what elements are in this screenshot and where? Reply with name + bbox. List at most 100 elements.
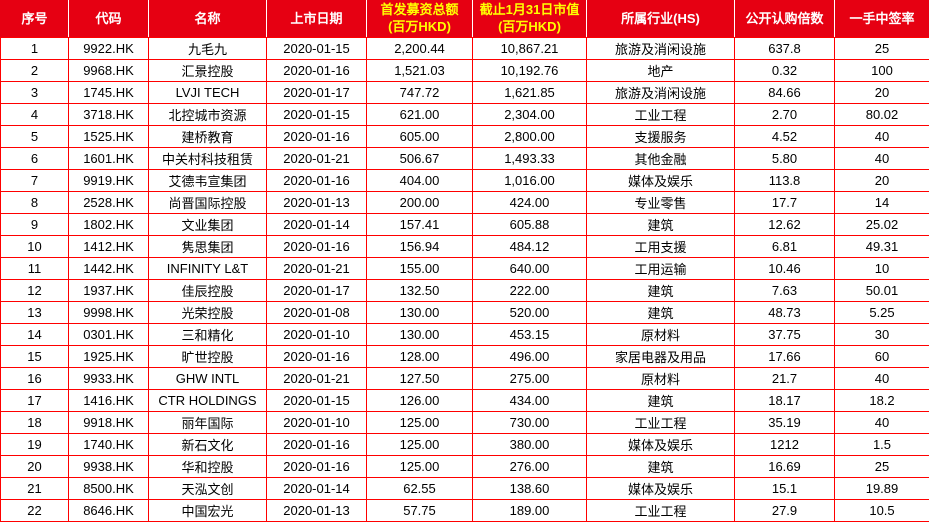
cell-ipo-raise: 156.94 xyxy=(366,235,473,258)
cell-ipo-raise: 125.00 xyxy=(366,455,473,478)
cell-name: LVJI TECH xyxy=(148,81,267,104)
cell-code: 1442.HK xyxy=(68,257,149,280)
cell-industry: 建筑 xyxy=(586,279,735,302)
cell-ipo-raise: 155.00 xyxy=(366,257,473,280)
cell-seq: 7 xyxy=(0,169,69,192)
cell-industry: 家居电器及用品 xyxy=(586,345,735,368)
cell-list-date: 2020-01-16 xyxy=(266,455,367,478)
cell-industry: 工业工程 xyxy=(586,499,735,522)
cell-subscription-multiple: 21.7 xyxy=(734,367,835,390)
cell-name: 尚晋国际控股 xyxy=(148,191,267,214)
cell-list-date: 2020-01-15 xyxy=(266,389,367,412)
cell-lot-win-rate: 40 xyxy=(834,147,929,170)
cell-lot-win-rate: 30 xyxy=(834,323,929,346)
cell-name: 丽年国际 xyxy=(148,411,267,434)
cell-code: 3718.HK xyxy=(68,103,149,126)
header-label: 公开认购倍数 xyxy=(745,10,824,26)
cell-subscription-multiple: 12.62 xyxy=(734,213,835,236)
table-row: 18 9918.HK 丽年国际 2020-01-10 125.00 730.00 工业工程 3… xyxy=(0,411,929,434)
cell-code: 9938.HK xyxy=(68,455,149,478)
cell-lot-win-rate: 10.5 xyxy=(834,499,929,522)
cell-name: INFINITY L&T xyxy=(148,257,267,280)
cell-subscription-multiple: 113.8 xyxy=(734,169,835,192)
cell-subscription-multiple: 1212 xyxy=(734,433,835,456)
cell-code: 8646.HK xyxy=(68,499,149,522)
cell-code: 1937.HK xyxy=(68,279,149,302)
cell-market-cap: 10,192.76 xyxy=(472,59,587,82)
cell-code: 1745.HK xyxy=(68,81,149,104)
cell-seq: 22 xyxy=(0,499,69,522)
cell-list-date: 2020-01-14 xyxy=(266,213,367,236)
cell-lot-win-rate: 18.2 xyxy=(834,389,929,412)
cell-subscription-multiple: 7.63 xyxy=(734,279,835,302)
cell-industry: 媒体及娱乐 xyxy=(586,477,735,500)
cell-list-date: 2020-01-10 xyxy=(266,411,367,434)
cell-lot-win-rate: 5.25 xyxy=(834,301,929,324)
cell-subscription-multiple: 37.75 xyxy=(734,323,835,346)
cell-industry: 专业零售 xyxy=(586,191,735,214)
cell-market-cap: 276.00 xyxy=(472,455,587,478)
cell-subscription-multiple: 0.32 xyxy=(734,59,835,82)
cell-market-cap: 496.00 xyxy=(472,345,587,368)
cell-seq: 21 xyxy=(0,477,69,500)
cell-lot-win-rate: 14 xyxy=(834,191,929,214)
cell-code: 8500.HK xyxy=(68,477,149,500)
cell-market-cap: 2,304.00 xyxy=(472,103,587,126)
cell-name: 光荣控股 xyxy=(148,301,267,324)
cell-seq: 5 xyxy=(0,125,69,148)
cell-market-cap: 1,016.00 xyxy=(472,169,587,192)
cell-list-date: 2020-01-17 xyxy=(266,279,367,302)
cell-seq: 14 xyxy=(0,323,69,346)
cell-name: 隽思集团 xyxy=(148,235,267,258)
table-row: 5 1525.HK 建桥教育 2020-01-16 605.00 2,800.00 支援服务… xyxy=(0,125,929,148)
header-cell-seq: 序号 xyxy=(0,0,69,38)
cell-subscription-multiple: 84.66 xyxy=(734,81,835,104)
cell-ipo-raise: 605.00 xyxy=(366,125,473,148)
cell-subscription-multiple: 17.7 xyxy=(734,191,835,214)
cell-code: 1601.HK xyxy=(68,147,149,170)
cell-code: 9968.HK xyxy=(68,59,149,82)
cell-name: CTR HOLDINGS xyxy=(148,389,267,412)
cell-code: 1802.HK xyxy=(68,213,149,236)
cell-market-cap: 189.00 xyxy=(472,499,587,522)
cell-name: GHW INTL xyxy=(148,367,267,390)
cell-ipo-raise: 1,521.03 xyxy=(366,59,473,82)
table-row: 3 1745.HK LVJI TECH 2020-01-17 747.72 1,621.8… xyxy=(0,81,929,104)
cell-name: 天泓文创 xyxy=(148,477,267,500)
cell-list-date: 2020-01-13 xyxy=(266,191,367,214)
cell-code: 9919.HK xyxy=(68,169,149,192)
cell-industry: 支援服务 xyxy=(586,125,735,148)
cell-ipo-raise: 621.00 xyxy=(366,103,473,126)
table-row: 17 1416.HK CTR HOLDINGS 2020-01-15 126.00 434… xyxy=(0,389,929,412)
cell-name: 旷世控股 xyxy=(148,345,267,368)
cell-market-cap: 1,621.85 xyxy=(472,81,587,104)
cell-industry: 建筑 xyxy=(586,389,735,412)
cell-industry: 媒体及娱乐 xyxy=(586,433,735,456)
header-sublabel: (百万HKD) xyxy=(388,19,451,34)
header-label: 所属行业(HS) xyxy=(621,10,700,26)
table-row: 19 1740.HK 新石文化 2020-01-16 125.00 380.00 媒体及娱乐… xyxy=(0,433,929,456)
cell-list-date: 2020-01-16 xyxy=(266,125,367,148)
cell-subscription-multiple: 6.81 xyxy=(734,235,835,258)
header-cell-list-date: 上市日期 xyxy=(266,0,367,38)
cell-list-date: 2020-01-16 xyxy=(266,169,367,192)
cell-name: 三和精化 xyxy=(148,323,267,346)
cell-subscription-multiple: 15.1 xyxy=(734,477,835,500)
cell-market-cap: 434.00 xyxy=(472,389,587,412)
cell-lot-win-rate: 25 xyxy=(834,37,929,60)
cell-code: 0301.HK xyxy=(68,323,149,346)
cell-seq: 3 xyxy=(0,81,69,104)
table-row: 6 1601.HK 中关村科技租赁 2020-01-21 506.67 1,493.33 其… xyxy=(0,147,929,170)
cell-ipo-raise: 128.00 xyxy=(366,345,473,368)
cell-seq: 9 xyxy=(0,213,69,236)
table-row: 13 9998.HK 光荣控股 2020-01-08 130.00 520.00 建筑 48.… xyxy=(0,301,929,324)
cell-subscription-multiple: 5.80 xyxy=(734,147,835,170)
cell-market-cap: 730.00 xyxy=(472,411,587,434)
cell-ipo-raise: 125.00 xyxy=(366,433,473,456)
cell-ipo-raise: 132.50 xyxy=(366,279,473,302)
header-cell-ipo-raise: 首发募资总额 (百万HKD) xyxy=(366,0,473,38)
cell-code: 2528.HK xyxy=(68,191,149,214)
cell-ipo-raise: 62.55 xyxy=(366,477,473,500)
header-cell-code: 代码 xyxy=(68,0,149,38)
cell-industry: 建筑 xyxy=(586,213,735,236)
